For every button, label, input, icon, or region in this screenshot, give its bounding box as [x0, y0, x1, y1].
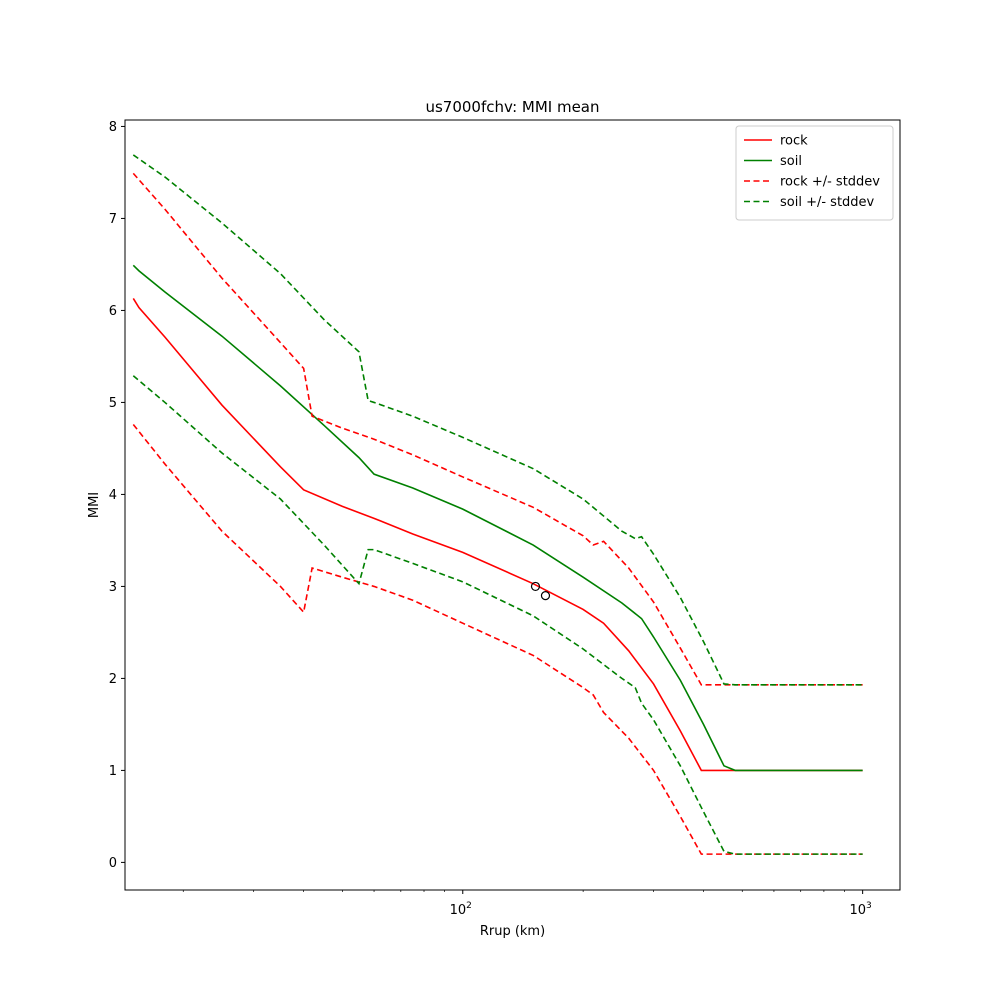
y-tick-label: 6 [109, 304, 117, 319]
y-tick-label: 2 [109, 672, 117, 687]
legend-frame [735, 125, 894, 221]
y-tick-label: 8 [109, 120, 117, 135]
legend-label-soil-stddev: soil +/- stddev [780, 195, 875, 210]
chart-title: us7000fchv: MMI mean [425, 98, 599, 116]
y-tick-label: 0 [109, 856, 117, 871]
series-line-soil-stddev [132, 154, 863, 686]
y-axis-label: MMI [87, 492, 102, 518]
legend-label-rock-stddev: rock +/- stddev [780, 175, 880, 190]
y-tick-label: 7 [109, 212, 117, 227]
observation-point-1 [540, 591, 551, 601]
plot-area [125, 120, 900, 890]
series-layer [132, 154, 863, 855]
x-tick-label: 102 [450, 901, 472, 918]
observation-point-0 [530, 581, 541, 592]
observation-markers [530, 581, 551, 601]
y-tick-label: 3 [109, 580, 117, 595]
series-line-unlabeled-3 [132, 424, 863, 855]
y-tick-label: 4 [109, 488, 117, 503]
series-line-unlabeled-5 [132, 375, 863, 855]
y-tick-label: 1 [109, 764, 117, 779]
series-line-rock [132, 298, 863, 772]
y-tick-label: 5 [109, 396, 117, 411]
x-axis-label: Rrup (km) [480, 924, 545, 939]
x-tick-label: 103 [850, 901, 872, 918]
series-line-soil [132, 264, 863, 772]
plot-frame [124, 119, 901, 891]
y-axis: 0 1 2 3 4 5 6 7 8 [109, 120, 125, 871]
x-axis: 102 103 [182, 890, 872, 918]
series-line-rock-stddev [132, 172, 863, 686]
legend: rock soil rock +/- stddev soil +/- stddev [735, 125, 894, 221]
legend-label-rock: rock [780, 134, 808, 149]
legend-label-soil: soil [780, 154, 802, 169]
